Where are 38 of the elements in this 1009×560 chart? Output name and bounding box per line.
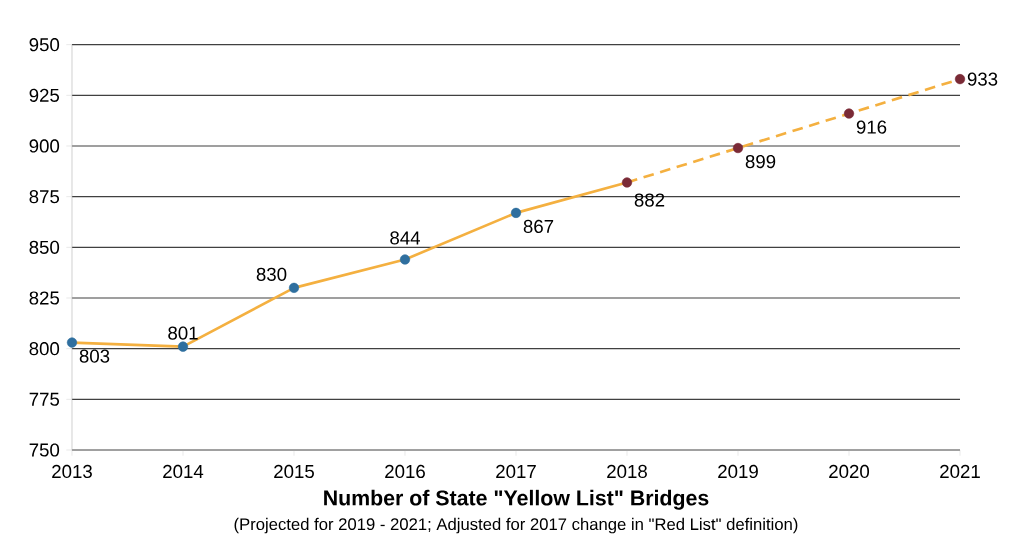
- data-label: 867: [523, 219, 554, 234]
- point: [399, 254, 411, 265]
- data-label: 801: [168, 326, 198, 340]
- y-tick-label: 800: [29, 342, 60, 356]
- y-tick-label: 925: [29, 88, 60, 102]
- y-tick-label: 775: [29, 392, 60, 406]
- point: [954, 74, 966, 85]
- data-label: 933: [967, 72, 998, 86]
- text: (Projected for 2019 - 2021; Adjusted for 2017 change in "Red List" definition): [234, 517, 798, 534]
- point: [288, 282, 300, 293]
- y-tick-label: 875: [29, 190, 60, 204]
- x-tick-label: 2020: [829, 464, 870, 479]
- x-tick-label: 2016: [385, 464, 425, 479]
- point: [732, 142, 744, 154]
- data-label: 803: [79, 349, 110, 363]
- y-tick-label: 950: [29, 38, 60, 52]
- y-tick-label: 900: [29, 139, 60, 153]
- x-tick-label: 2017: [496, 464, 536, 479]
- data-label: 830: [256, 267, 287, 281]
- y-tick-label: 750: [29, 443, 60, 457]
- data-label: 882: [634, 193, 665, 207]
- x-tick-label: 2013: [52, 464, 92, 479]
- x-tick-label: 2014: [163, 464, 204, 479]
- point: [621, 177, 633, 188]
- x-tick-label: 2018: [607, 464, 647, 479]
- x-tick-label: 2021: [940, 464, 980, 479]
- data-label: 844: [390, 231, 421, 245]
- point: [66, 337, 78, 348]
- x-tick-label: 2019: [718, 464, 758, 479]
- text: Number of State "Yellow List" Bridges: [324, 489, 709, 510]
- data-label: 916: [856, 120, 887, 134]
- point: [843, 108, 855, 119]
- y-tick-label: 850: [29, 240, 60, 254]
- data-label: 899: [745, 154, 776, 169]
- x-tick-label: 2015: [274, 464, 314, 479]
- y-tick-label: 825: [29, 291, 60, 305]
- point: [510, 207, 522, 218]
- point: [177, 341, 189, 352]
